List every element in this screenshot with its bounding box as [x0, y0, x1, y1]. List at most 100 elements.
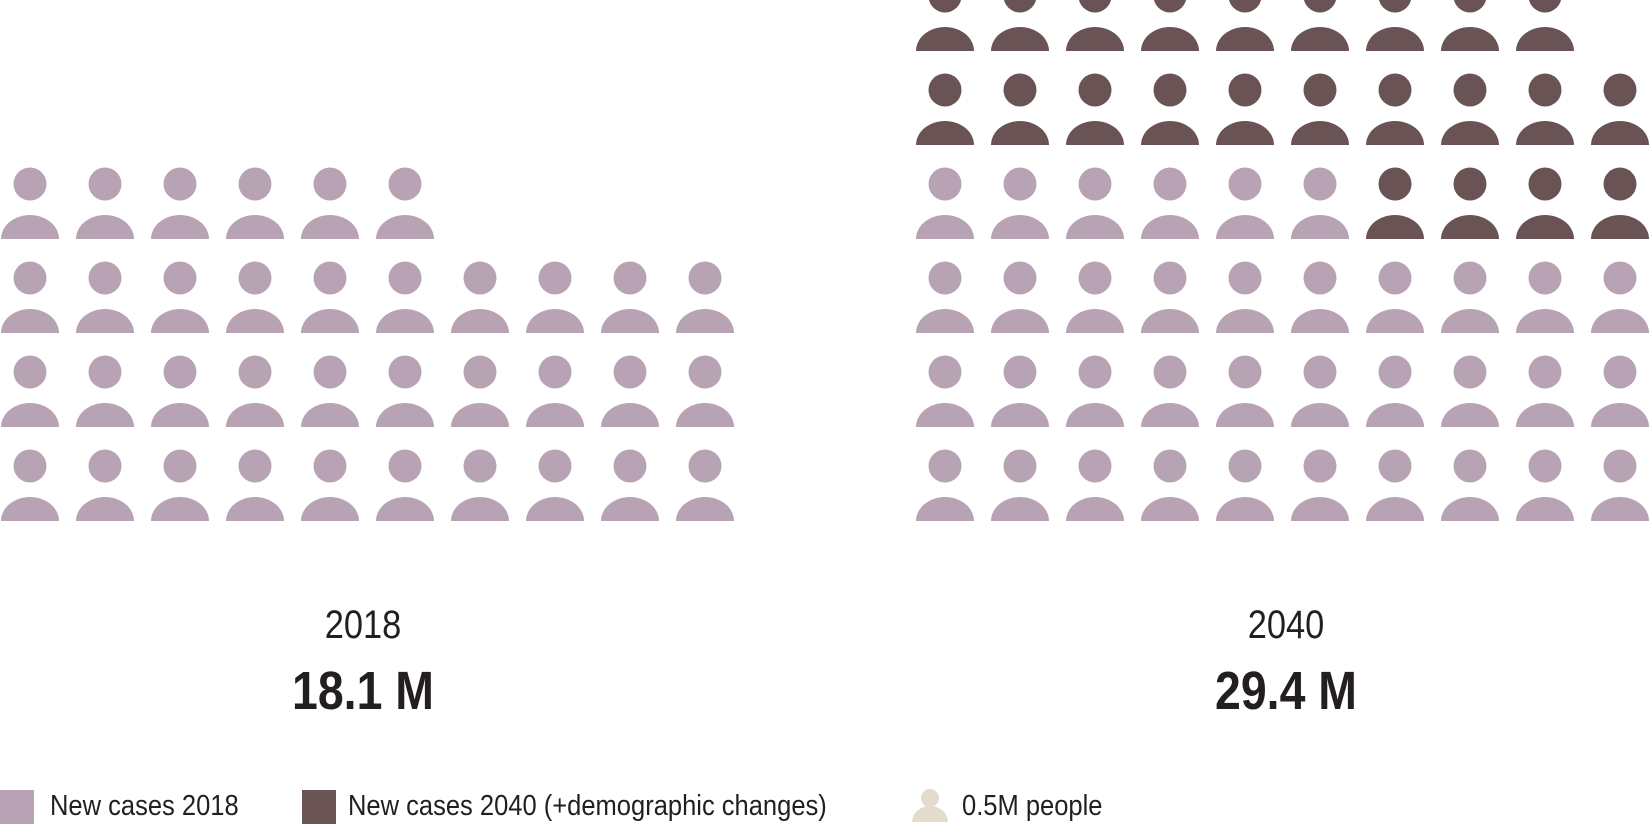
person-icon-2040-cases-2018: [1441, 449, 1499, 521]
person-icon-2040-new-2040: [1216, 0, 1274, 51]
person-icon-2040-new-2040: [916, 0, 974, 51]
person-icon-2040-cases-2018: [1441, 355, 1499, 427]
person-icon-2040-new-2040: [1291, 0, 1349, 51]
person-icon-2040-new-2040: [1066, 73, 1124, 145]
person-icon-2018-cases-2018: [376, 449, 434, 521]
person-icon-2018-cases-2018: [376, 261, 434, 333]
person-icon-2040-cases-2018: [1216, 167, 1274, 239]
person-icon-2040-new-2040: [991, 0, 1049, 51]
person-icon-2018-cases-2018: [151, 261, 209, 333]
person-icon-2018-cases-2018: [1, 261, 59, 333]
person-icon-2018-cases-2018: [76, 355, 134, 427]
person-icon-2040-cases-2018: [991, 449, 1049, 521]
panel-total-2018: 18.1 M: [292, 661, 434, 721]
person-icon-2040-cases-2018: [1591, 355, 1649, 427]
person-icon-2040-cases-2018: [1141, 449, 1199, 521]
legend-swatch-2040: [302, 790, 336, 824]
person-icon-2040-new-2040: [1216, 73, 1274, 145]
person-icon-2040-cases-2018: [1216, 449, 1274, 521]
person-icon-2040-new-2040: [1516, 167, 1574, 239]
person-icon-2018-cases-2018: [226, 261, 284, 333]
person-icon-2040-cases-2018: [1216, 355, 1274, 427]
person-icon-2018-cases-2018: [151, 449, 209, 521]
person-icon-2040-cases-2018: [916, 261, 974, 333]
panel-year-2040: 2040: [1247, 603, 1325, 647]
person-icon-2018-cases-2018: [526, 261, 584, 333]
person-icon-2018-cases-2018: [601, 355, 659, 427]
person-icon-2040-cases-2018: [1291, 355, 1349, 427]
person-icon-2018-cases-2018: [226, 355, 284, 427]
person-icon-2040-cases-2018: [991, 167, 1049, 239]
person-icon-2018-cases-2018: [451, 449, 509, 521]
person-icon-2040-cases-2018: [916, 167, 974, 239]
person-icon-2018-cases-2018: [526, 355, 584, 427]
person-icon-2040-cases-2018: [1516, 261, 1574, 333]
person-icon-2040-new-2040: [1366, 73, 1424, 145]
legend-label-2040: New cases 2040 (+demographic changes): [348, 790, 827, 822]
person-icon-2040-new-2040: [916, 73, 974, 145]
person-icon-2040-cases-2018: [1591, 449, 1649, 521]
person-icon-2018-cases-2018: [676, 261, 734, 333]
person-icon-2040-new-2040: [1441, 0, 1499, 51]
person-icon-2040-new-2040: [1066, 0, 1124, 51]
person-icon-2018-cases-2018: [226, 449, 284, 521]
legend-swatch-2018: [0, 790, 34, 824]
person-icon-2018-cases-2018: [301, 449, 359, 521]
person-icon-2018-cases-2018: [151, 167, 209, 239]
person-icon-2018-cases-2018: [76, 167, 134, 239]
person-icon-2018-cases-2018: [151, 355, 209, 427]
person-icon-2040-cases-2018: [1066, 355, 1124, 427]
person-icon-2040-new-2040: [1441, 167, 1499, 239]
person-icon-2040-new-2040: [1141, 0, 1199, 51]
person-icon-2040-cases-2018: [1366, 449, 1424, 521]
person-icon-2040-cases-2018: [1066, 261, 1124, 333]
person-icon-2040-cases-2018: [916, 355, 974, 427]
person-icon-2040-cases-2018: [1216, 261, 1274, 333]
legend-label-2018: New cases 2018: [50, 790, 239, 822]
person-icon-2040-new-2040: [991, 73, 1049, 145]
person-icon-2040-new-2040: [1516, 73, 1574, 145]
person-icon-2018-cases-2018: [301, 261, 359, 333]
person-icon-2040-new-2040: [1366, 0, 1424, 51]
panel-total-2040: 29.4 M: [1215, 661, 1357, 721]
person-icon-2040-cases-2018: [991, 261, 1049, 333]
person-icon-2040-new-2040: [1516, 0, 1574, 51]
person-icon-2040-cases-2018: [1591, 261, 1649, 333]
person-icon-2018-cases-2018: [676, 449, 734, 521]
person-icon-2018-cases-2018: [451, 355, 509, 427]
person-icon-2040-new-2040: [1441, 73, 1499, 145]
person-icon-2040-cases-2018: [1141, 355, 1199, 427]
person-icon-2018-cases-2018: [226, 167, 284, 239]
person-icon-2040-cases-2018: [916, 449, 974, 521]
person-icon-2040-cases-2018: [1516, 355, 1574, 427]
person-icon-2018-cases-2018: [676, 355, 734, 427]
person-icon-2040-cases-2018: [1516, 449, 1574, 521]
person-icon-2018-cases-2018: [601, 449, 659, 521]
person-icon-2040-cases-2018: [1141, 261, 1199, 333]
panel-year-2018: 2018: [324, 603, 402, 647]
person-icon-2040-cases-2018: [1291, 449, 1349, 521]
person-icon-2040-new-2040: [1141, 73, 1199, 145]
person-icon-2040-cases-2018: [1066, 449, 1124, 521]
person-icon-2040-new-2040: [1366, 167, 1424, 239]
person-icon-2018-cases-2018: [451, 261, 509, 333]
legend-label-unit: 0.5M people: [962, 790, 1103, 822]
person-icon-2040-new-2040: [1291, 73, 1349, 145]
person-icon-2040-new-2040: [1591, 167, 1649, 239]
person-icon-2018-cases-2018: [376, 355, 434, 427]
person-icon-2040-cases-2018: [991, 355, 1049, 427]
person-icon-2040-cases-2018: [1066, 167, 1124, 239]
person-icon-2018-cases-2018: [376, 167, 434, 239]
person-icon-2018-cases-2018: [601, 261, 659, 333]
person-icon-2018-cases-2018: [76, 261, 134, 333]
person-icon-2040-cases-2018: [1141, 167, 1199, 239]
person-icon-2018-cases-2018: [1, 167, 59, 239]
person-icon-2040-cases-2018: [1441, 261, 1499, 333]
person-icon-2040-cases-2018: [1366, 355, 1424, 427]
person-icon-2040-cases-2018: [1291, 167, 1349, 239]
person-icon-2018-cases-2018: [526, 449, 584, 521]
person-icon-2040-new-2040: [1591, 73, 1649, 145]
person-icon: [912, 789, 948, 822]
person-icon-2040-cases-2018: [1366, 261, 1424, 333]
